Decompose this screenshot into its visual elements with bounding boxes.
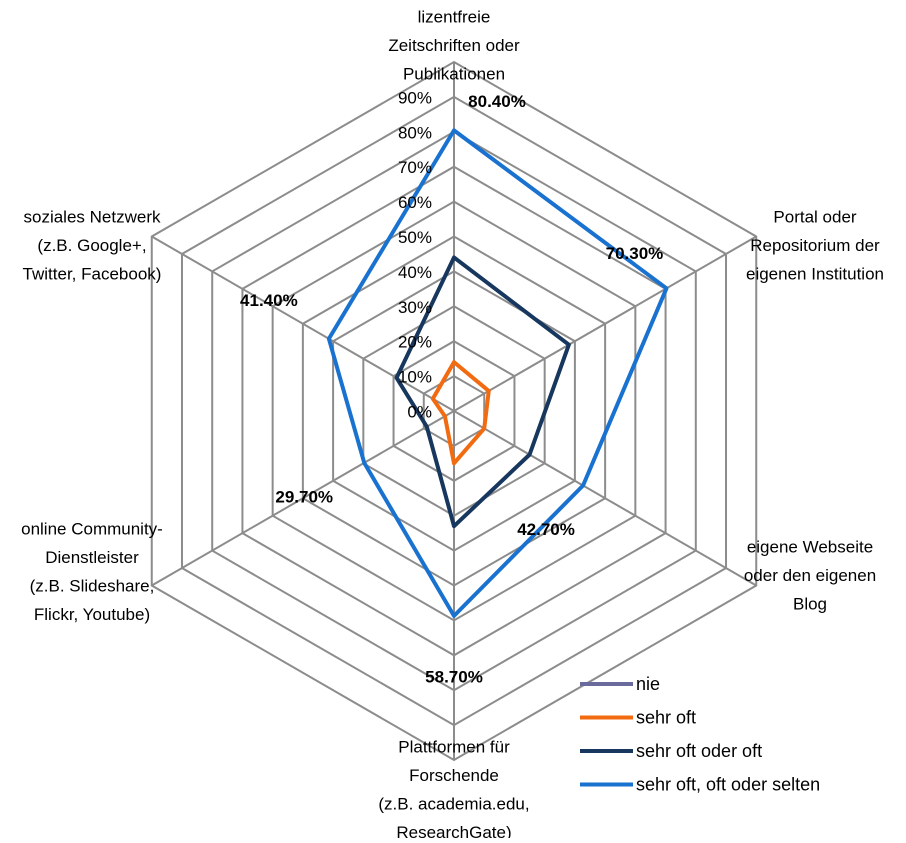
axis-spoke xyxy=(453,410,757,587)
category-label: Flickr, Youtube) xyxy=(34,605,150,624)
legend-label: sehr oft xyxy=(636,707,696,727)
category-label: eigenen Institution xyxy=(746,264,884,283)
category-label: Forschende xyxy=(409,766,499,785)
series-line xyxy=(430,360,491,466)
category-label: lizentfreie xyxy=(418,7,491,26)
series-line xyxy=(326,128,669,618)
category-label: Repositorium der xyxy=(750,236,880,255)
series-line xyxy=(394,255,571,529)
category-label: online Community- xyxy=(21,519,163,538)
category-label: Blog xyxy=(793,594,827,613)
r-tick-label: 70% xyxy=(398,158,432,177)
axis-spoke xyxy=(151,410,455,587)
category-label: oder den eigenen xyxy=(744,566,876,585)
category-label: Twitter, Facebook) xyxy=(23,264,162,283)
legend-label: sehr oft oder oft xyxy=(636,741,762,761)
category-label: Dienstleister xyxy=(45,548,139,567)
axis-spoke xyxy=(453,235,757,412)
value-label: 29.70% xyxy=(275,487,333,506)
r-tick-label: 30% xyxy=(398,298,432,317)
r-tick-label: 50% xyxy=(398,228,432,247)
category-label: Portal oder xyxy=(773,207,856,226)
value-label: 80.40% xyxy=(468,92,526,111)
legend-label: sehr oft, oft oder selten xyxy=(636,774,820,794)
r-tick-label: 80% xyxy=(398,123,432,142)
r-tick-label: 10% xyxy=(398,368,432,387)
category-label: Zeitschriften oder xyxy=(388,36,520,55)
value-label: 58.70% xyxy=(425,667,483,686)
r-tick-label: 90% xyxy=(398,88,432,107)
category-label: soziales Netzwerk xyxy=(24,207,161,226)
r-tick-label: 40% xyxy=(398,263,432,282)
value-label: 41.40% xyxy=(240,291,298,310)
axis-spoke xyxy=(151,235,455,412)
category-label: (z.B. academia.edu, xyxy=(378,794,529,813)
value-label: 42.70% xyxy=(517,520,575,539)
category-label: Plattformen für xyxy=(398,737,510,756)
category-label: Publikationen xyxy=(403,64,505,83)
category-label: (z.B. Google+, xyxy=(37,236,146,255)
value-label: 70.30% xyxy=(606,244,664,263)
r-tick-label: 0% xyxy=(407,402,432,421)
category-label: (z.B. Slideshare, xyxy=(30,576,155,595)
r-tick-label: 20% xyxy=(398,333,432,352)
r-tick-label: 60% xyxy=(398,193,432,212)
category-label: eigene Webseite xyxy=(747,537,873,556)
category-label: ResearchGate) xyxy=(396,823,511,838)
legend-label: nie xyxy=(636,674,660,694)
